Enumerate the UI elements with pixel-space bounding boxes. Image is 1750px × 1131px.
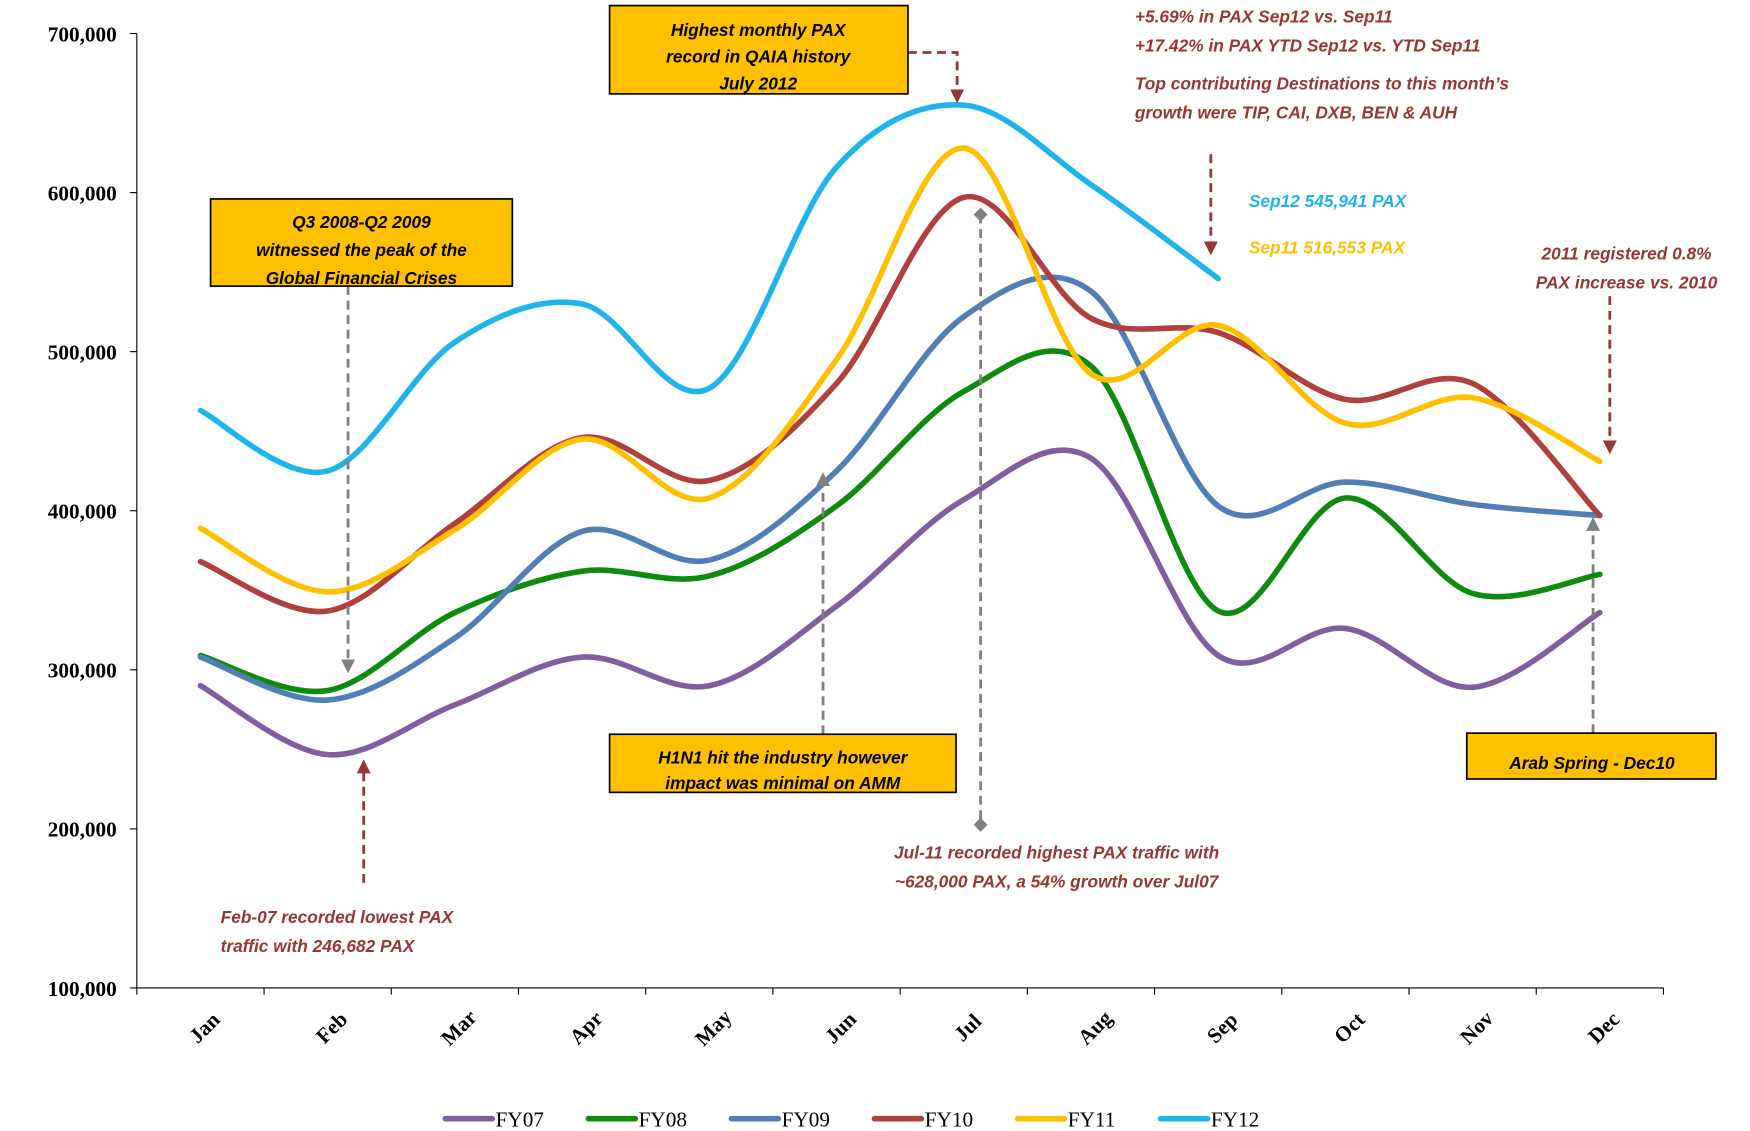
legend-label: FY10 [925, 1108, 973, 1131]
annotation-text: record in QAIA history [666, 47, 851, 67]
series-line [197, 102, 1221, 476]
annotation-text: +17.42% in PAX YTD Sep12 vs. YTD Sep11 [1135, 35, 1481, 55]
x-tick-label: Feb [311, 1007, 352, 1048]
annotation-text: 2011 registered 0.8% [1541, 243, 1712, 263]
x-tick-label: Jul [949, 1009, 986, 1046]
annotation-arrows [341, 51, 1617, 883]
annotation-text: Sep12 545,941 PAX [1249, 191, 1408, 211]
annotation-text: +5.69% in PAX Sep12 vs. Sep11 [1135, 6, 1393, 26]
x-tick-label: Jun [820, 1007, 861, 1048]
annotation-box [608, 733, 957, 794]
legend-label: FY11 [1068, 1108, 1116, 1131]
y-tick-label: 100,000 [48, 977, 117, 1001]
annotation-text: ~628,000 PAX, a 54% growth over Jul07 [895, 871, 1220, 891]
x-tick-label: Mar [436, 1005, 481, 1050]
annotation-text: July 2012 [719, 73, 797, 93]
series-line [197, 348, 1603, 695]
x-tick-label: Oct [1329, 1008, 1369, 1048]
annotation-box [209, 198, 514, 287]
arrow [907, 51, 965, 104]
x-tick-label: Jan [184, 1007, 224, 1047]
annotation-text: H1N1 hit the industry however [658, 747, 908, 767]
annotation-text: Highest monthly PAX [671, 20, 847, 40]
x-tick-label: Aug [1073, 1006, 1117, 1050]
series-line [197, 274, 1603, 703]
annotation-text: Jul-11 recorded highest PAX traffic with [894, 842, 1219, 862]
annotation-text: witnessed the peak of the [256, 240, 467, 260]
x-tick-label: May [690, 1004, 736, 1050]
annotation-box [608, 4, 909, 95]
series-line [197, 145, 1603, 595]
annotation-text: Arab Spring - Dec10 [1508, 753, 1675, 773]
x-tick-label: Dec [1583, 1007, 1624, 1048]
legend-label: FY07 [496, 1108, 544, 1131]
y-tick-label: 400,000 [48, 500, 117, 524]
annotation-text: Q3 2008-Q2 2009 [292, 212, 431, 232]
x-tick-label: Nov [1455, 1006, 1498, 1049]
annotation-box [1465, 732, 1717, 780]
legend-label: FY08 [639, 1108, 687, 1131]
y-tick-label: 200,000 [48, 818, 117, 842]
annotation-text: Top contributing Destinations to this mo… [1135, 73, 1509, 93]
y-tick-label: 500,000 [48, 340, 117, 364]
y-tick-label: 700,000 [48, 22, 117, 46]
annotation-text: growth were TIP, CAI, DXB, BEN & AUH [1134, 102, 1458, 122]
x-tick-label: Apr [565, 1006, 608, 1049]
series-line [197, 447, 1603, 758]
annotation-text: PAX increase vs. 2010 [1536, 272, 1718, 292]
legend-label: FY09 [782, 1108, 830, 1131]
legend-label: FY12 [1211, 1108, 1259, 1131]
annotation-text: Sep11 516,553 PAX [1249, 238, 1407, 258]
annotation-text: Global Financial Crises [266, 268, 458, 288]
annotation-text: Feb-07 recorded lowest PAX [221, 907, 455, 927]
annotation-text: impact was minimal on AMM [665, 773, 901, 793]
x-tick-label: Sep [1202, 1008, 1242, 1048]
y-tick-label: 300,000 [48, 659, 117, 683]
series-line [197, 193, 1603, 615]
annotation-text: traffic with 246,682 PAX [221, 936, 416, 956]
y-tick-label: 600,000 [48, 181, 117, 205]
